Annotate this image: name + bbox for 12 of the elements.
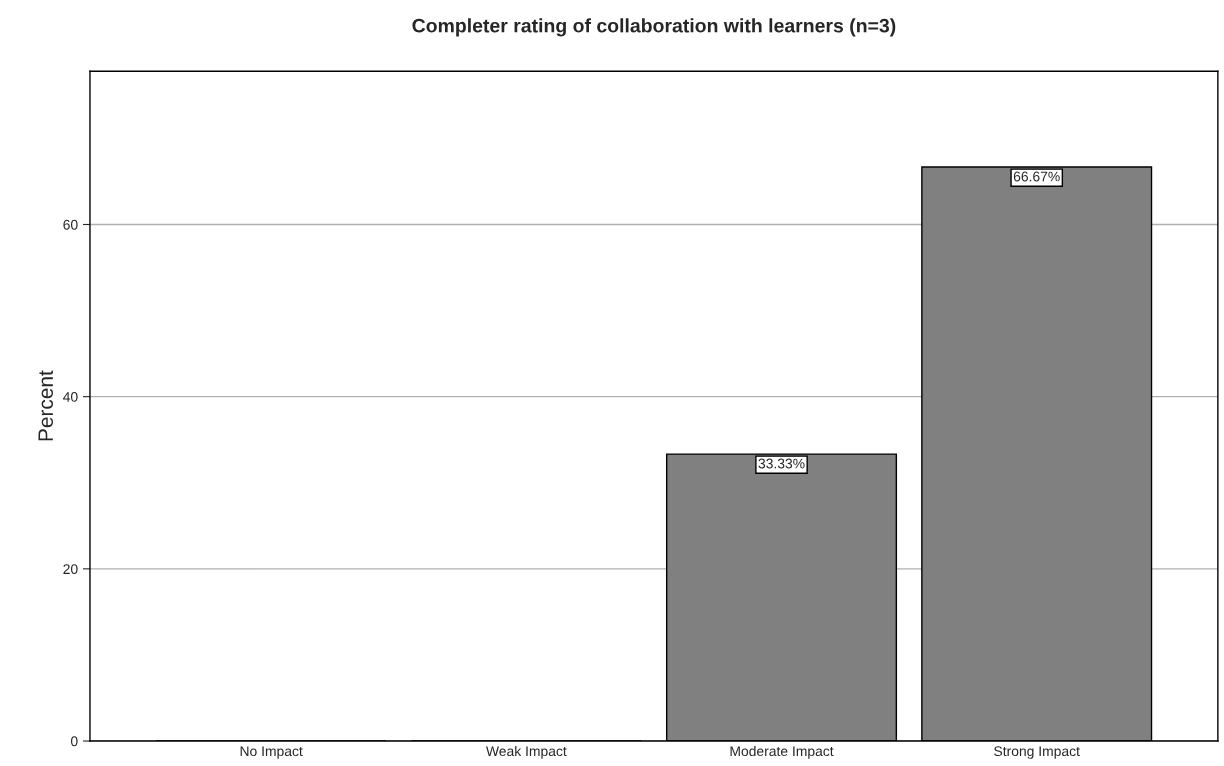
y-tick-label: 0 xyxy=(70,736,78,747)
x-tick-label: Moderate Impact xyxy=(730,745,834,759)
data-label: 66.67% xyxy=(1013,171,1060,182)
y-axis-title: Percent xyxy=(38,370,54,441)
x-tick-label: No Impact xyxy=(240,746,303,759)
y-tick-label: 40 xyxy=(63,392,78,402)
chart-title: Completer rating of collaboration with learners (n=3) xyxy=(412,18,896,37)
x-tick-label: Strong Impact xyxy=(994,746,1080,759)
y-tick-label: 60 xyxy=(63,219,78,230)
x-tick-label: Weak Impact xyxy=(485,745,567,759)
y-tick-label: 20 xyxy=(63,564,78,575)
data-label: 33.33% xyxy=(758,458,805,469)
